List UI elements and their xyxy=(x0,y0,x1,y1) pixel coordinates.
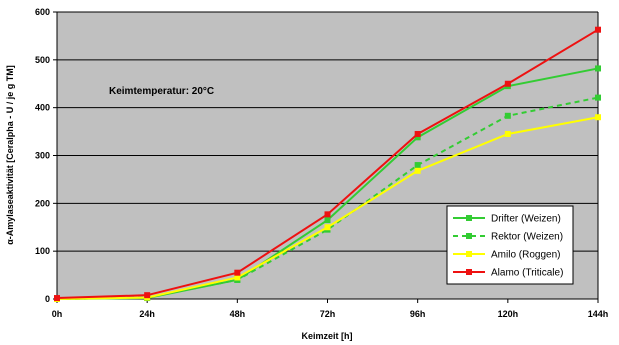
legend: Drifter (Weizen) Rektor (Weizen) Amilo (Ro… xyxy=(446,205,574,285)
x-tick-label: 144h xyxy=(588,309,609,319)
y-tick-label: 200 xyxy=(35,198,50,208)
data-point xyxy=(324,224,331,231)
y-axis-label: α-Amylaseaktivität [Ceralpha - U / je g … xyxy=(5,65,15,245)
y-tick-label: 600 xyxy=(35,7,50,17)
y-tick-label: 0 xyxy=(45,294,50,304)
data-point xyxy=(504,80,511,87)
y-tick-label: 400 xyxy=(35,103,50,113)
legend-label: Alamo (Triticale) xyxy=(491,268,563,279)
y-tick-label: 100 xyxy=(35,246,50,256)
x-tick-label: 120h xyxy=(498,309,519,319)
x-tick-label: 96h xyxy=(410,309,426,319)
legend-label: Rektor (Weizen) xyxy=(491,232,563,243)
annotation: Keimtemperatur: 20°C xyxy=(109,86,214,97)
legend-marker xyxy=(466,215,472,221)
data-point xyxy=(234,269,241,276)
x-axis-ticks: 0h 24h 48h 72h 96h 120h 144h xyxy=(52,299,609,319)
data-point xyxy=(595,65,601,72)
x-tick-label: 0h xyxy=(52,309,63,319)
data-point xyxy=(414,130,421,137)
data-point xyxy=(595,114,601,121)
data-point xyxy=(595,26,601,33)
y-tick-label: 500 xyxy=(35,55,50,65)
series-3 xyxy=(54,26,601,302)
series-group xyxy=(54,26,601,302)
x-tick-label: 24h xyxy=(139,309,155,319)
data-point xyxy=(144,292,151,299)
data-point xyxy=(414,162,421,169)
x-tick-label: 48h xyxy=(230,309,246,319)
y-axis-ticks: 0 100 200 300 400 500 600 xyxy=(35,7,57,304)
data-point xyxy=(504,112,511,119)
legend-marker xyxy=(466,251,472,257)
legend-label: Drifter (Weizen) xyxy=(491,214,561,225)
data-point xyxy=(414,167,421,174)
x-tick-label: 72h xyxy=(320,309,336,319)
data-point xyxy=(54,295,60,302)
legend-marker xyxy=(466,269,472,275)
data-point xyxy=(324,211,331,218)
data-point xyxy=(324,217,331,224)
data-point xyxy=(595,94,601,101)
legend-marker xyxy=(466,233,472,239)
data-point xyxy=(414,134,421,141)
data-point xyxy=(234,274,241,281)
legend-label: Amilo (Roggen) xyxy=(491,250,560,261)
data-point xyxy=(504,130,511,137)
x-axis-label: Keimzeit [h] xyxy=(301,331,352,341)
y-tick-label: 300 xyxy=(35,151,50,161)
